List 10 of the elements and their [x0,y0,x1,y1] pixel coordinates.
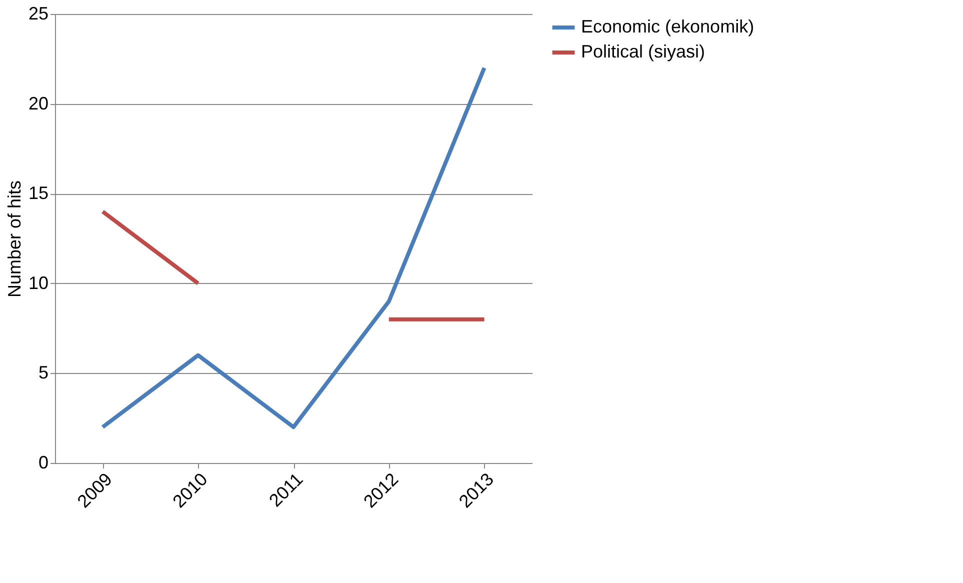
y-tick-label: 20 [28,93,48,114]
legend-label: Economic (ekonomik) [581,16,754,36]
y-axis-title: Number of hits [4,180,24,298]
y-tick-label: 10 [28,272,48,293]
line-series [100,66,486,430]
y-tick-label: 5 [38,362,48,383]
y-tick-label: 0 [38,452,48,472]
y-tick-label: 15 [28,183,48,204]
y-tick-label: 25 [28,4,48,24]
legend-label: Political (siyasi) [581,42,706,62]
